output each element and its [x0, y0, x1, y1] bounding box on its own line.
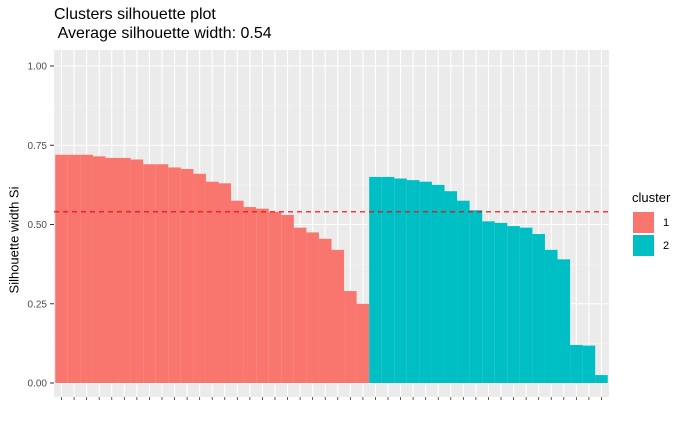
bar-cluster-2: [582, 345, 596, 383]
legend-label-1: 1: [663, 216, 670, 229]
bar-cluster-2: [557, 259, 571, 383]
y-tick-label: 0.50: [28, 220, 48, 231]
bar-cluster-1: [243, 207, 257, 383]
bar-cluster-1: [55, 154, 68, 383]
bar-cluster-1: [155, 164, 169, 383]
bar-cluster-1: [118, 157, 131, 383]
legend-swatch-1: [632, 211, 655, 234]
bar-cluster-1: [281, 214, 294, 383]
bar-cluster-1: [218, 183, 232, 383]
bar-cluster-2: [494, 222, 508, 383]
bar-cluster-1: [80, 154, 93, 383]
bar-cluster-2: [482, 221, 495, 383]
chart-title-line-2: Average silhouette width: 0.54: [54, 25, 272, 42]
y-tick-label: 0.00: [28, 379, 48, 390]
bar-cluster-1: [306, 232, 319, 383]
legend-title: cluster: [632, 190, 671, 205]
legend-item-1: 1: [632, 211, 670, 234]
bar-cluster-1: [318, 238, 332, 383]
bar-cluster-1: [130, 159, 144, 383]
bar-cluster-1: [92, 156, 106, 383]
bar-cluster-2: [457, 200, 470, 383]
bar-cluster-2: [444, 191, 458, 383]
bar-cluster-1: [356, 303, 370, 383]
bar-cluster-2: [519, 227, 533, 383]
bar-cluster-2: [570, 344, 583, 383]
y-tick-label: 1.00: [28, 62, 48, 73]
bar-cluster-2: [595, 375, 608, 383]
bar-cluster-1: [180, 169, 194, 383]
bar-cluster-2: [369, 176, 382, 383]
bar-cluster-2: [394, 178, 407, 383]
legend-label-2: 2: [663, 239, 670, 252]
bar-cluster-1: [193, 173, 206, 383]
bar-cluster-1: [268, 211, 282, 383]
bar-cluster-1: [256, 208, 269, 383]
bar-cluster-2: [532, 234, 545, 383]
bar-cluster-2: [381, 176, 395, 383]
bar-cluster-2: [406, 180, 420, 383]
bar-cluster-2: [507, 226, 520, 383]
bar-cluster-1: [205, 181, 219, 383]
bar-cluster-2: [419, 181, 432, 383]
bar-cluster-1: [293, 227, 307, 383]
bar-cluster-2: [469, 210, 483, 383]
bar-cluster-2: [544, 249, 558, 383]
bar-cluster-1: [67, 154, 81, 383]
legend: cluster 1 2: [632, 190, 670, 257]
bar-cluster-1: [231, 200, 244, 383]
bar-cluster-1: [143, 164, 156, 383]
y-tick-label: 0.25: [28, 299, 48, 310]
y-tick-label: 0.75: [28, 141, 48, 152]
bar-cluster-1: [105, 157, 119, 383]
bar-cluster-1: [168, 167, 181, 383]
chart-title-line-1: Clusters silhouette plot: [54, 6, 216, 23]
legend-swatch-2: [632, 234, 655, 257]
legend-item-2: 2: [632, 234, 670, 257]
bar-cluster-1: [344, 291, 357, 383]
chart-title: Clusters silhouette plot Average silhoue…: [54, 5, 272, 43]
bar-cluster-1: [331, 249, 345, 383]
bar-cluster-2: [431, 184, 445, 383]
